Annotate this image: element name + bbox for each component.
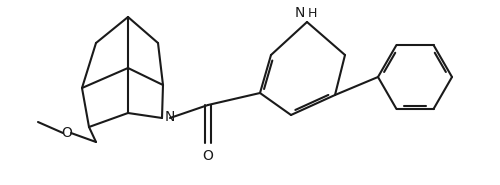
Text: O: O [62,126,72,140]
Text: O: O [202,149,213,163]
Text: H: H [308,7,318,20]
Text: N: N [294,6,305,20]
Text: N: N [165,110,175,124]
